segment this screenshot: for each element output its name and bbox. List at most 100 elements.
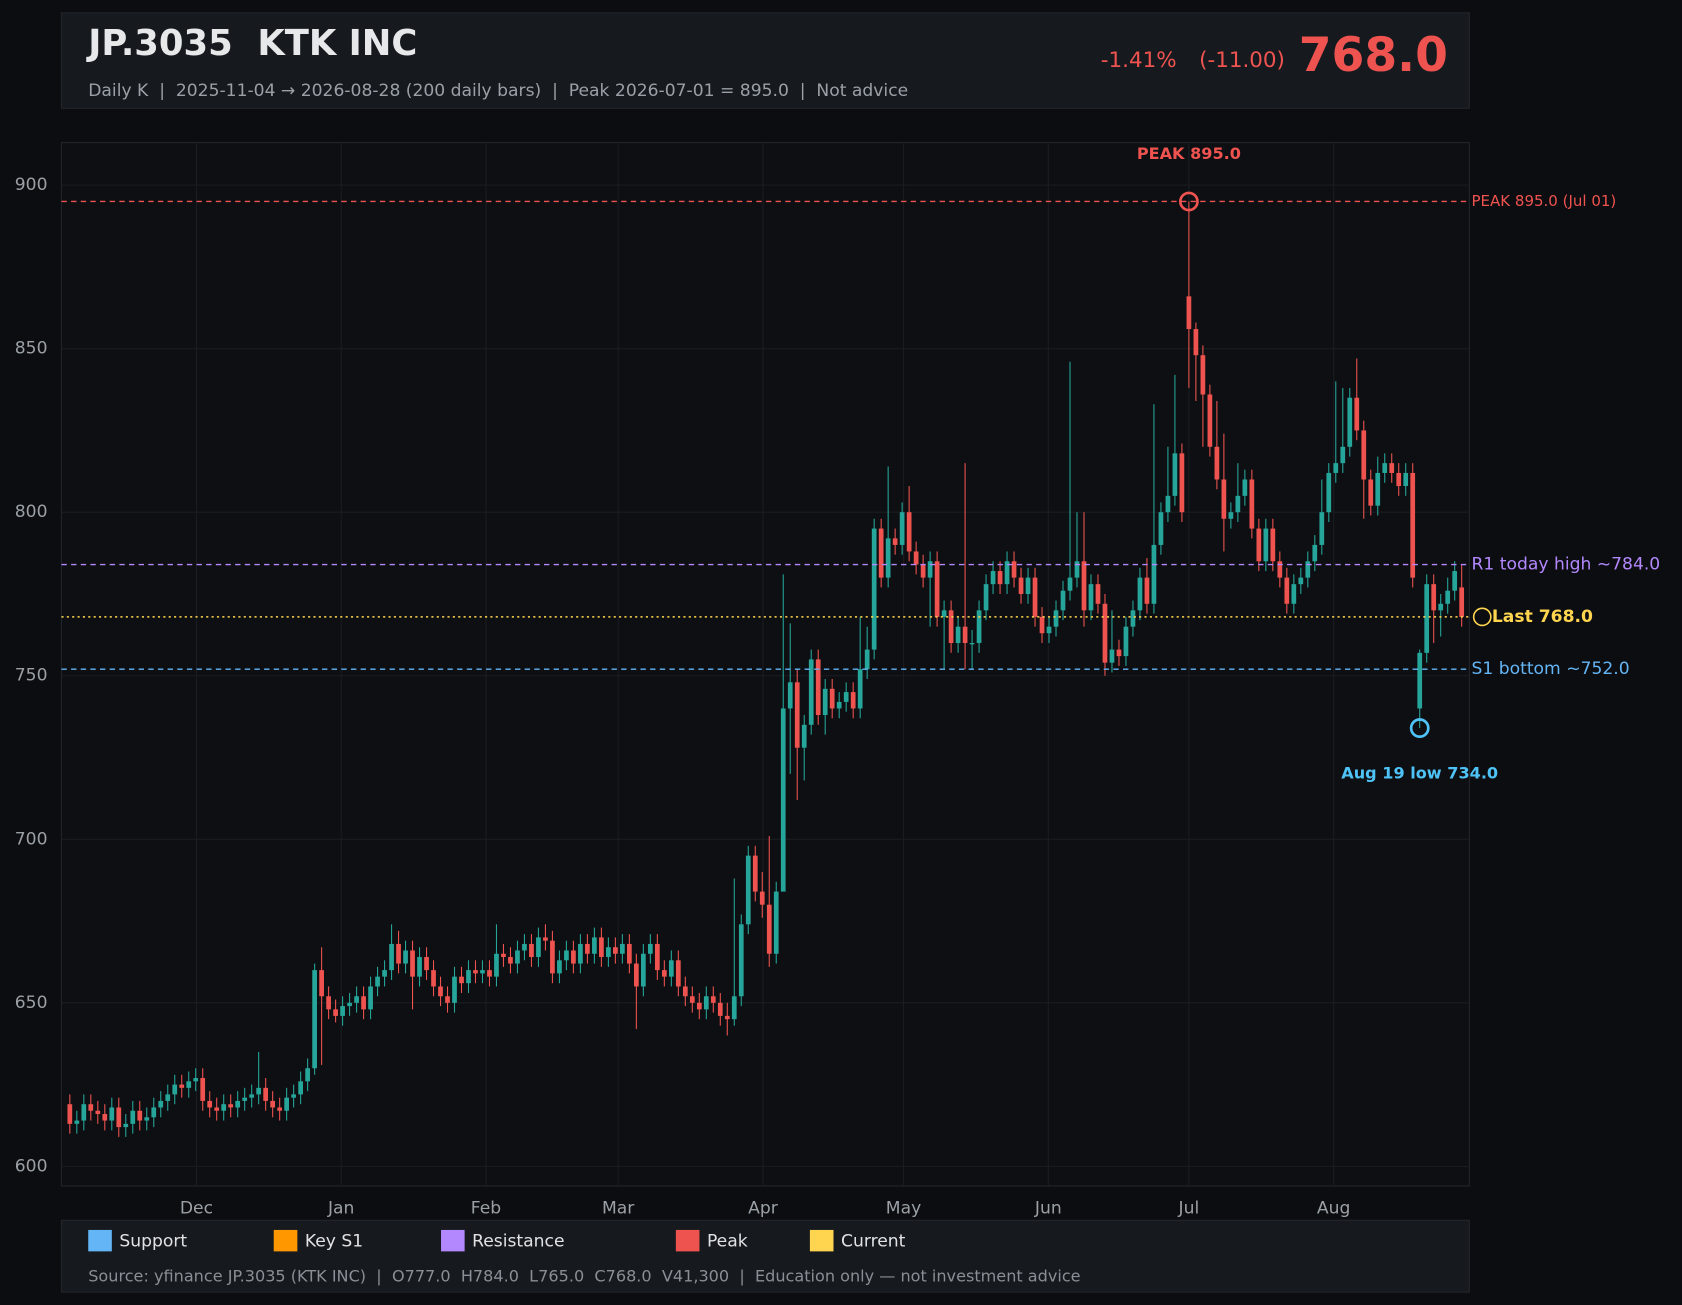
x-tick-label: Dec (180, 1198, 213, 1218)
legend-swatch (441, 1229, 465, 1252)
candle-body (564, 950, 569, 961)
legend-swatch (809, 1229, 834, 1252)
candle-body (1312, 544, 1318, 562)
candle-body (1417, 652, 1423, 709)
candle-body (1354, 397, 1360, 431)
candle-body (445, 996, 450, 1003)
candle-body (864, 649, 870, 670)
candle-body (123, 1123, 129, 1128)
x-tick-label: May (886, 1198, 921, 1218)
candle-body (1277, 561, 1283, 578)
candle-body (1291, 584, 1297, 604)
candle-body (920, 564, 926, 578)
change-abs: (-11.00) (1199, 48, 1285, 73)
candle-body (1200, 355, 1206, 395)
candle-body (1305, 561, 1311, 578)
candle-body (312, 970, 317, 1069)
candle-body (1214, 446, 1220, 480)
candle-body (585, 943, 590, 954)
candle-body (1172, 453, 1178, 496)
x-tick-label: Mar (602, 1198, 635, 1218)
candle-body (941, 610, 947, 617)
candle-body (850, 692, 856, 709)
candle-body (389, 943, 394, 971)
candle-body (158, 1100, 164, 1108)
candle-body (843, 692, 849, 702)
candle-body (689, 996, 695, 1003)
candle-body (1165, 495, 1171, 513)
candle-body (1221, 479, 1227, 519)
legend-label: Key S1 (305, 1232, 363, 1252)
candle-body (815, 659, 821, 715)
candle-body (1158, 512, 1164, 545)
candle-body (990, 571, 996, 585)
candle-body (857, 669, 863, 709)
candle-body (529, 943, 534, 958)
candle-body (1039, 616, 1045, 634)
level-label: R1 today high ~784.0 (1472, 555, 1661, 575)
candle-body (515, 950, 520, 964)
candle-body (962, 626, 968, 644)
candle-body (277, 1107, 283, 1111)
candle-body (501, 953, 506, 958)
annotation-marker (1409, 718, 1430, 738)
candle-body (487, 970, 492, 977)
candle-body (696, 1002, 702, 1010)
x-tick-label: Feb (471, 1198, 501, 1218)
candle-body (1046, 626, 1052, 634)
candle-body (606, 947, 611, 958)
candle-body (1151, 544, 1157, 604)
candle-body (1270, 528, 1276, 562)
candle-body (1249, 479, 1255, 529)
candle-body (298, 1081, 303, 1095)
candle-body (675, 960, 681, 987)
candle-body (522, 943, 527, 951)
candle-body (347, 1002, 352, 1007)
price: 768.0 (1299, 28, 1448, 83)
candle-body (1256, 528, 1262, 562)
x-tick-label: Apr (748, 1198, 779, 1218)
change-pct: -1.41% (1101, 48, 1177, 73)
title: JP.3035 KTK INC (86, 23, 417, 64)
candle-body (109, 1107, 115, 1121)
candle-body (1116, 649, 1122, 657)
legend-swatch (88, 1229, 112, 1252)
candle-body (242, 1097, 248, 1101)
candle-body (137, 1110, 143, 1121)
candle-body (1263, 528, 1269, 562)
candle-body (1452, 571, 1458, 591)
candle-body (822, 688, 828, 715)
candle-body (116, 1107, 122, 1128)
candle-body (752, 855, 758, 892)
candle-body (1130, 610, 1136, 627)
candle-body (731, 996, 737, 1020)
candle-body (452, 976, 457, 1003)
candle-body (375, 976, 380, 987)
legend-swatch (273, 1229, 298, 1252)
candle-body (710, 996, 716, 1003)
candle-body (130, 1110, 136, 1124)
candle-body (228, 1104, 234, 1108)
level-label: Last 768.0 (1492, 607, 1593, 627)
candle-body (1361, 430, 1367, 480)
candle-body (179, 1084, 185, 1088)
candle-body (1032, 577, 1038, 617)
candle-body (1228, 512, 1234, 519)
candle-body (368, 986, 373, 1010)
candle-body (319, 970, 324, 997)
candle-body (1235, 495, 1241, 513)
candle-body (913, 551, 919, 565)
candle-body (668, 960, 674, 977)
candle-body (871, 528, 877, 650)
candle-body (766, 904, 772, 954)
legend-label: Peak (707, 1232, 748, 1252)
candle-body (1242, 479, 1248, 496)
candle-body (305, 1068, 310, 1082)
candle-body (808, 659, 814, 725)
candle-body (773, 891, 779, 954)
candle-body (906, 512, 912, 552)
candle-body (1144, 577, 1150, 604)
candle-body (438, 986, 443, 997)
candle-body (186, 1081, 192, 1088)
candle-body (1207, 394, 1213, 447)
